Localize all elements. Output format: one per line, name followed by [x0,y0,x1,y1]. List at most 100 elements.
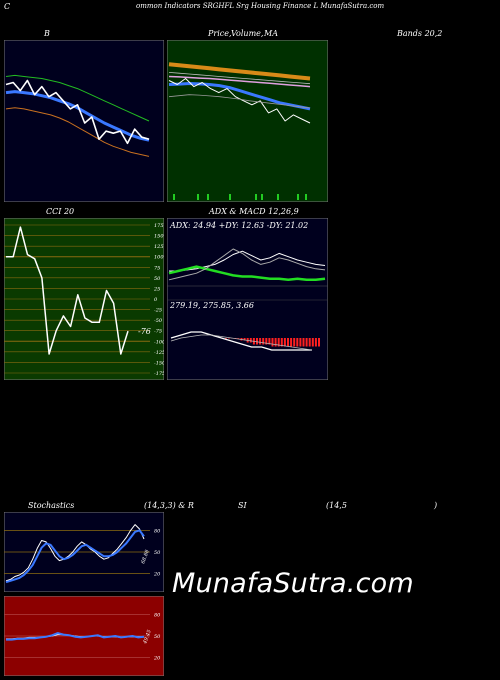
adx-macd-label: ADX & MACD 12,26,9 [209,207,299,216]
macd-histogram-bar [256,338,258,345]
rsi-chart: 80 50 20 49.45 [4,596,164,676]
cci-tick-label: -25 [154,308,162,314]
bollinger-series-1 [5,90,150,142]
header-title: ommon Indicators SRGHFL Srg Housing Fina… [136,2,385,10]
cci-tick-label: 25 [153,286,160,292]
cci-tick-label: -150 [154,360,164,366]
stoch-tick-label: 80 [154,528,161,534]
macd-histogram-bar [228,338,231,339]
stoch-last-value: 68.88 [140,549,151,565]
macd-histogram-bar [237,338,240,339]
macd-histogram-bar [262,338,265,345]
macd-histogram-bar [283,338,286,347]
stochastics-chart: 80 50 20 68.88 [4,512,164,592]
stoch-series-0 [5,524,145,582]
header-left: C [4,2,11,11]
volume-label: Volume, [231,29,264,38]
bollinger-label: B [44,29,50,38]
macd-histogram-bar [265,338,268,345]
macd-histogram-bar [271,338,274,347]
macd-histogram-bar [268,338,271,345]
volume-bar [277,194,279,200]
macd-histogram-bar [293,338,296,347]
cci-tick-label: 150 [154,234,164,240]
volume-bar [255,194,257,200]
volume-bar [297,194,299,200]
macd-line [170,331,312,351]
volume-bar [229,194,231,200]
macd-signal-line [170,334,313,351]
stoch-label: Stochastics [28,501,75,510]
bands-label: Bands 20,2 [397,29,443,38]
adx-series-0 [169,250,326,272]
price-series-1 [168,75,311,88]
price-series-2 [168,82,311,111]
volume-bar [305,194,307,200]
volume-bar [173,194,175,200]
price-series-0 [168,62,311,81]
cci-tick-label: -125 [154,350,164,356]
adx-values-text: ADX: 24.94 +DY: 12.63 -DY: 21.02 [169,221,308,230]
cci-last-value: -76 [138,327,151,336]
bollinger-series-3 [5,79,150,145]
cci-tick-label: 125 [154,244,164,250]
macd-values-text: 279.19, 275.85, 3.66 [169,301,254,310]
bollinger-chart [4,40,164,202]
price-ma-chart [167,40,328,202]
macd-histogram-bar [290,338,293,347]
macd-histogram-bar [259,338,262,345]
macd-histogram-bar [249,338,252,343]
cci-tick-label: 50 [154,276,161,282]
macd-histogram-bar [274,338,277,347]
price-label: Price, [208,29,232,38]
cci-tick-label: -100 [154,339,164,345]
rsi-close-label: ) [434,501,438,510]
macd-histogram-bar [308,338,311,347]
macd-histogram-bar [225,338,227,339]
macd-histogram-bar [314,338,317,347]
volume-bar [207,194,209,200]
macd-histogram-bar [311,338,314,347]
bollinger-series-2 [5,107,150,157]
watermark: MunafaSutra.com [172,568,414,599]
rsi-last-value: 49.45 [142,629,153,645]
bollinger-series-0 [5,74,150,122]
macd-histogram-bar [296,338,299,347]
adx-series-1 [168,265,326,282]
macd-histogram-bar [243,338,246,341]
rsi-tick-label: 50 [154,634,161,640]
rsi-params-label: (14,5 [326,501,347,510]
adx-macd-chart: ADX: 24.94 +DY: 12.63 -DY: 21.02 279.19, … [167,218,328,380]
price-ma-thin-0 [168,72,311,85]
volume-bar [261,194,263,200]
volume-bar [197,194,199,200]
rsi-label: SI [238,501,247,510]
macd-histogram-bar [302,338,305,347]
macd-histogram-bar [277,338,280,347]
stoch-tick-label: 50 [154,550,161,556]
rsi-tick-label: 80 [154,612,161,618]
rsi-tick-label: 20 [153,656,161,662]
macd-histogram-bar [318,338,320,347]
cci-tick-label: 100 [154,255,164,261]
stoch-params-label: (14,3,3) & R [144,501,194,510]
cci-label: CCI 20 [46,207,75,216]
cci-series [6,226,129,355]
cci-tick-label: 75 [154,265,160,271]
price-ma-thin-1 [168,94,311,109]
stoch-series-1 [5,529,145,584]
macd-histogram-bar [299,338,302,347]
macd-histogram-bar [305,338,308,347]
cci-tick-label: 175 [154,223,164,229]
cci-tick-label: -175 [154,371,164,377]
cci-tick-label: -75 [154,329,162,335]
rsi-series-1 [6,632,145,641]
ma-label: MA [264,29,278,38]
stoch-tick-label: 20 [153,572,161,578]
macd-histogram-bar [287,338,289,347]
cci-tick-label: 0 [154,297,158,303]
macd-histogram-bar [280,338,283,347]
cci-tick-label: -50 [154,318,163,324]
adx-series-2 [168,248,326,281]
